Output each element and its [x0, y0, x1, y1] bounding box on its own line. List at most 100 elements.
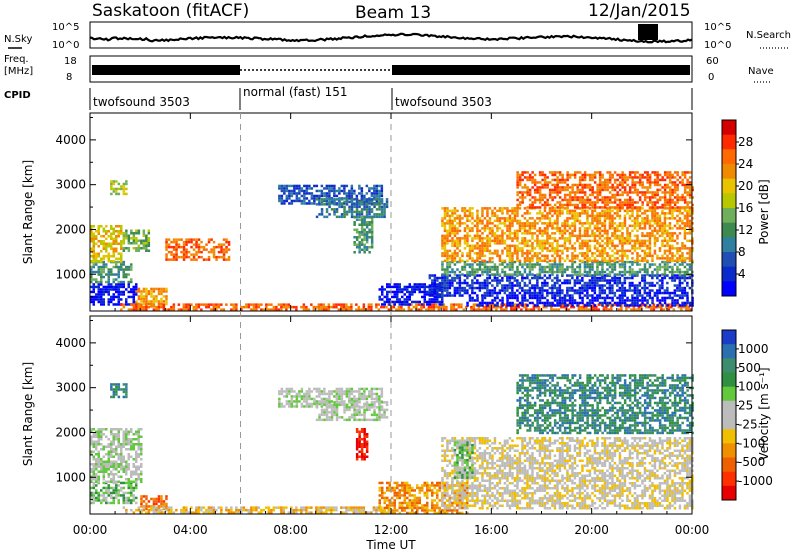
power-cell — [478, 265, 482, 269]
power-cell — [310, 303, 313, 306]
power-cell — [643, 212, 647, 215]
power-cell — [663, 252, 667, 255]
power-cell — [335, 303, 338, 306]
power-cell — [458, 281, 462, 285]
power-cell — [362, 308, 366, 311]
power-cell — [636, 254, 639, 258]
power-cell — [461, 254, 464, 258]
power-cell — [528, 198, 532, 202]
noise-sky-trace — [89, 32, 693, 44]
power-cell — [571, 183, 574, 187]
power-cell — [92, 265, 95, 269]
power-cell — [686, 281, 689, 285]
power-cell — [426, 293, 429, 296]
power-cell — [558, 291, 562, 295]
power-cell — [288, 197, 291, 200]
power-cell — [643, 291, 647, 295]
power-cell — [636, 291, 639, 295]
power-cell — [541, 242, 544, 245]
power-cell — [623, 281, 627, 285]
power-cell — [112, 250, 115, 253]
power-cell — [463, 286, 467, 290]
power-cell — [568, 247, 572, 250]
power-cell — [320, 208, 324, 211]
power-cell — [227, 240, 231, 244]
power-cell — [345, 200, 349, 204]
power-cell — [483, 294, 487, 297]
power-cell — [368, 246, 371, 249]
power-cell — [551, 284, 554, 287]
power-cell — [603, 196, 607, 199]
power-cell — [443, 247, 447, 250]
power-cell — [683, 244, 687, 248]
power-cell — [175, 253, 178, 256]
power-cell — [578, 291, 582, 295]
power-cell — [493, 249, 497, 253]
power-cell — [583, 239, 587, 243]
power-cell — [100, 278, 103, 281]
power-cell — [501, 249, 504, 253]
power-cell — [476, 281, 479, 285]
power-cell — [536, 304, 539, 307]
power-cell — [112, 230, 115, 233]
power-cell — [338, 192, 341, 195]
power-cell — [673, 247, 677, 250]
power-cell — [566, 203, 569, 207]
power-cell — [463, 263, 467, 266]
power-cell — [611, 239, 614, 243]
power-cell — [518, 301, 522, 305]
power-cell — [578, 181, 582, 184]
power-cell — [330, 208, 334, 211]
power-cell — [120, 260, 123, 263]
power-cell — [355, 198, 359, 201]
power-cell — [473, 286, 477, 290]
power-cell — [688, 247, 692, 250]
power-cell — [618, 270, 622, 274]
power-cell — [202, 245, 206, 249]
power-cell — [548, 212, 552, 215]
power-cell — [506, 284, 509, 287]
power-cell — [511, 254, 514, 258]
power-cell — [688, 229, 692, 233]
power-cell — [511, 281, 514, 285]
power-cell — [536, 254, 539, 258]
power-cell — [668, 232, 672, 235]
power-cell — [468, 214, 472, 218]
power-cell — [546, 181, 549, 184]
power-cell — [125, 273, 128, 276]
power-cell — [112, 252, 115, 255]
power-cell — [162, 303, 166, 306]
power-cell — [643, 191, 647, 194]
power-cell — [200, 240, 203, 244]
power-cell — [638, 247, 642, 250]
power-cell — [653, 178, 657, 182]
power-cell — [668, 257, 672, 260]
power-cell — [681, 222, 684, 225]
power-cell — [556, 239, 559, 243]
power-cell — [536, 212, 539, 215]
power-cell — [468, 209, 472, 213]
power-cell — [135, 242, 138, 245]
power-cell — [335, 203, 339, 206]
power-cell — [491, 239, 494, 243]
power-cell — [576, 281, 579, 285]
power-cell — [107, 283, 110, 286]
power-cell — [648, 234, 652, 238]
power-cell — [320, 210, 324, 214]
power-cell — [506, 252, 509, 255]
power-cell — [563, 242, 567, 245]
power-cell — [411, 300, 414, 304]
power-cell — [483, 217, 487, 220]
power-cell — [102, 240, 105, 243]
power-cell — [478, 257, 482, 260]
power-cell — [471, 289, 474, 292]
power-cell — [533, 188, 537, 192]
power-cell — [528, 273, 532, 276]
power-cell — [586, 304, 589, 307]
power-cell — [498, 259, 502, 263]
power-cell — [536, 181, 539, 184]
power-cell — [618, 294, 622, 297]
power-cell — [461, 207, 464, 210]
power-cell — [666, 254, 669, 258]
power-cell — [678, 224, 682, 228]
